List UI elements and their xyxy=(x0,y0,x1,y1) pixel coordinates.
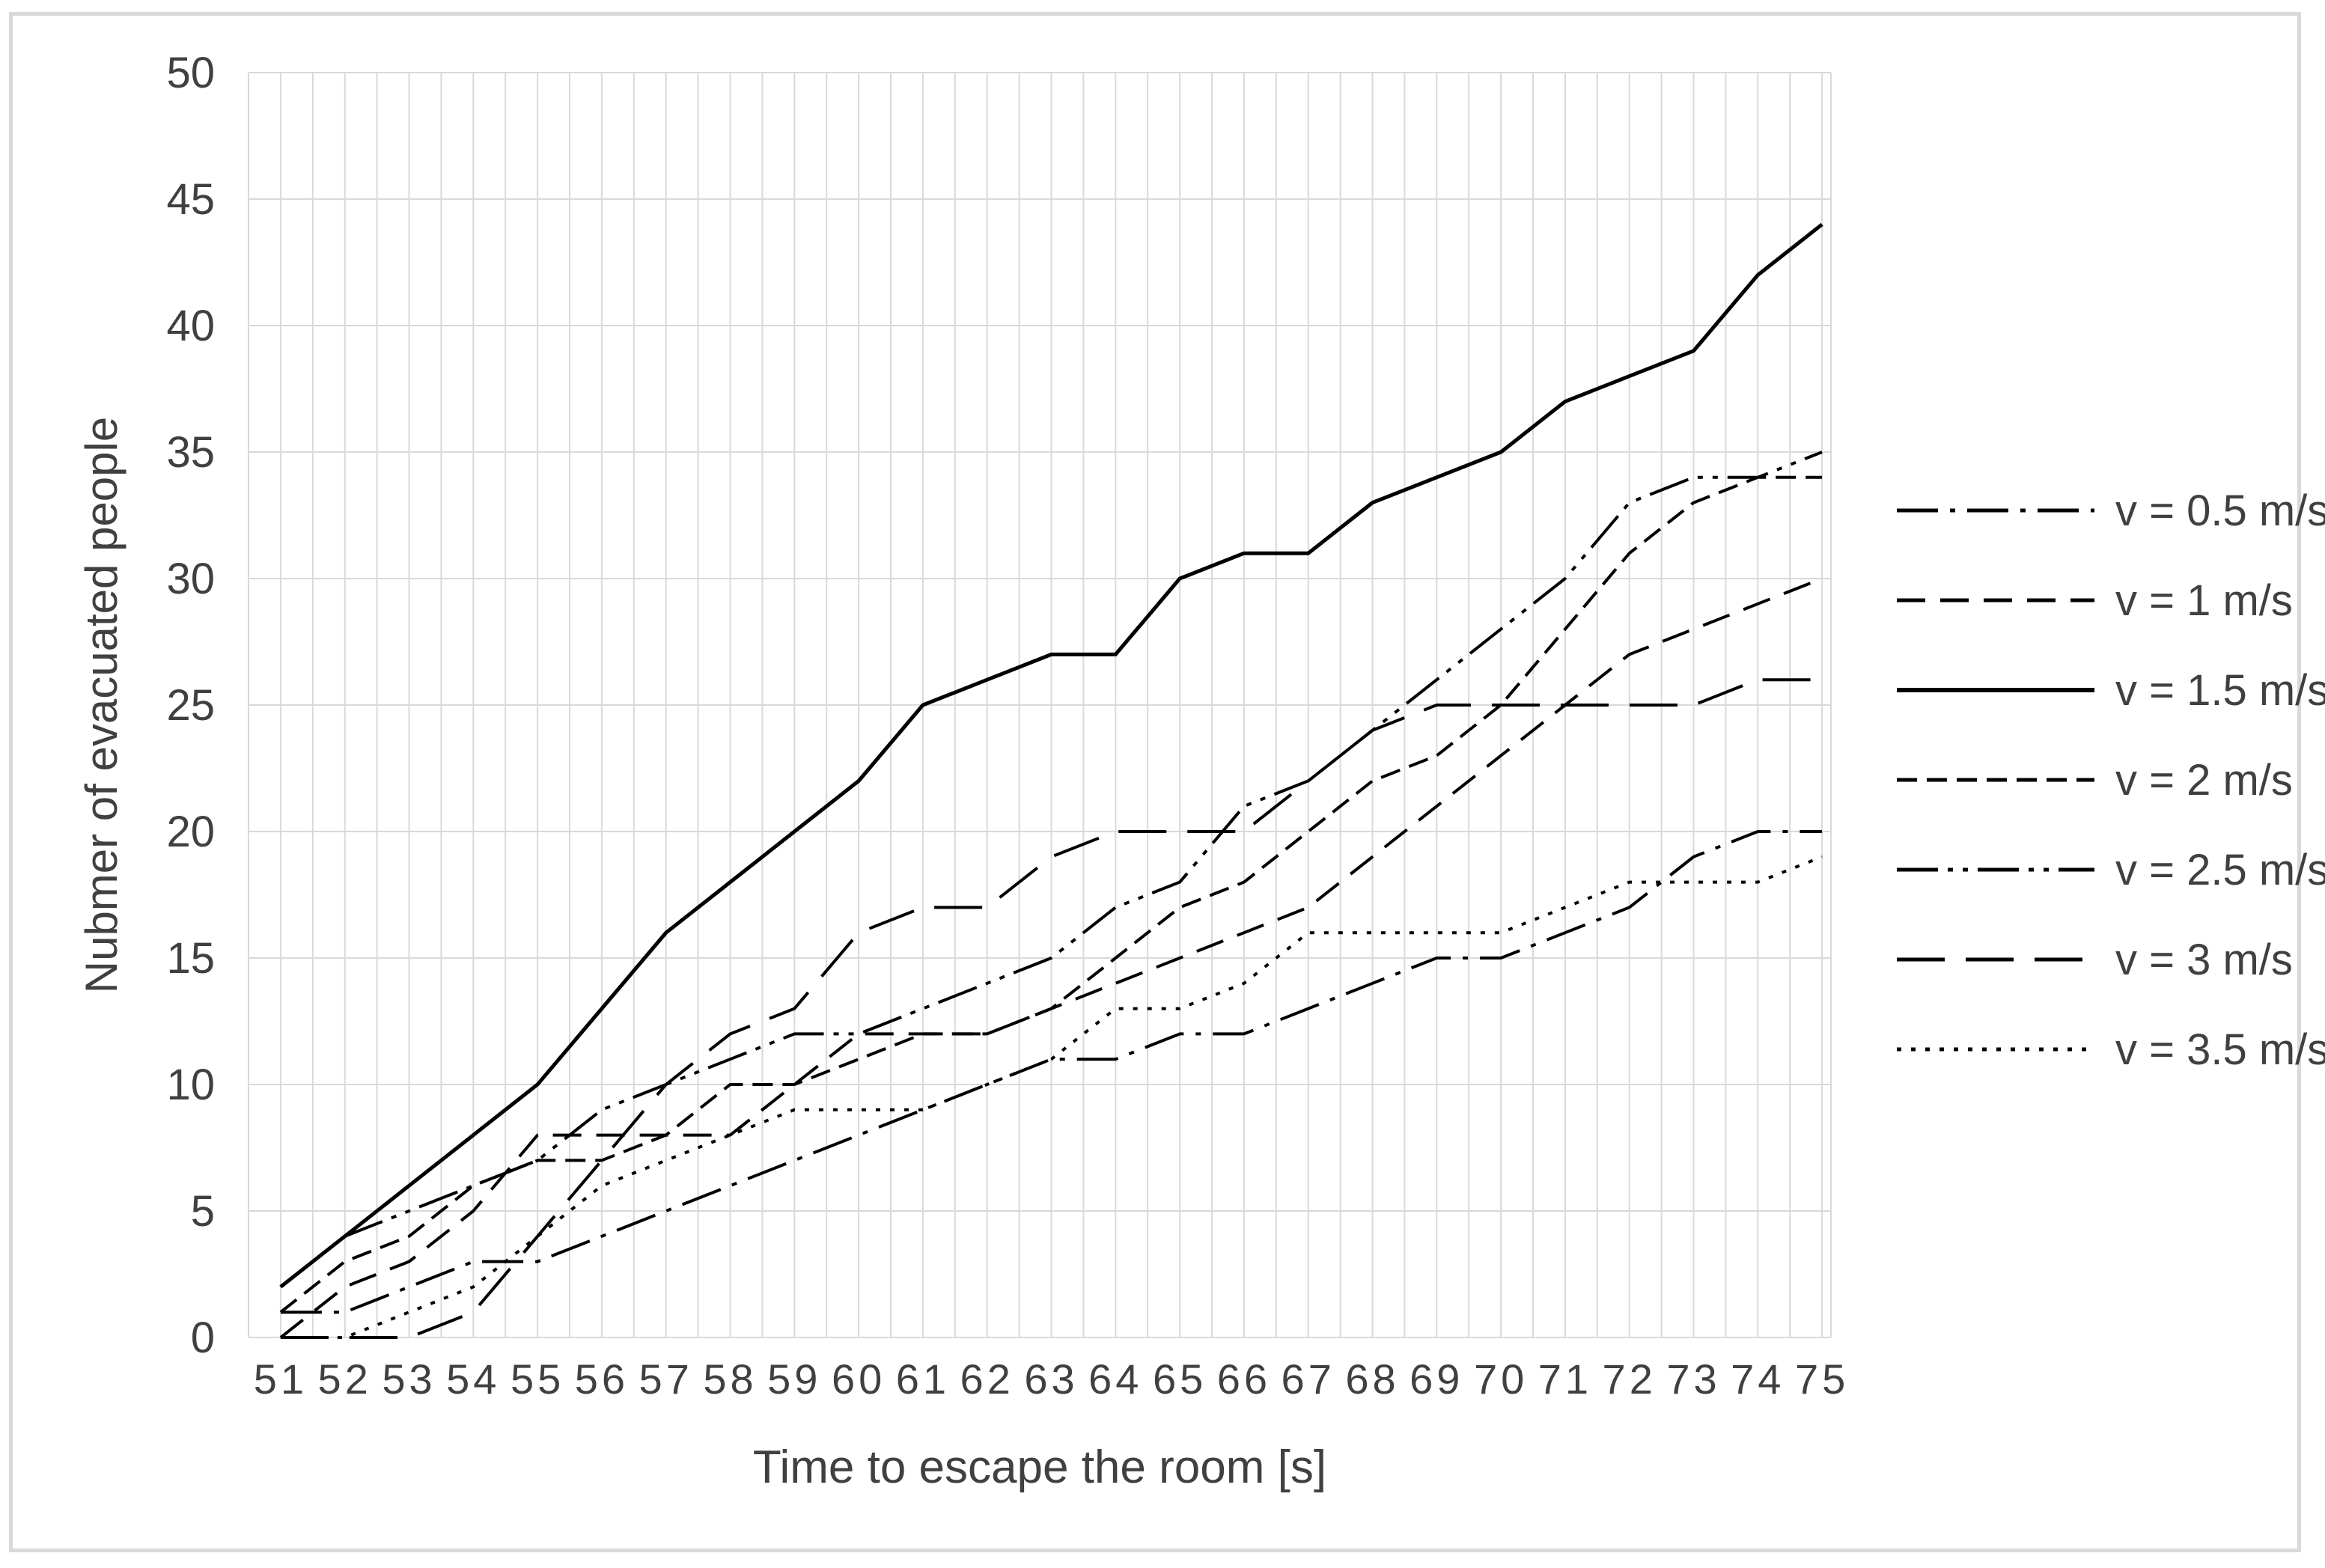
x-tick-label: 54 xyxy=(446,1355,500,1403)
y-tick-label: 0 xyxy=(191,1314,215,1362)
legend-entry: v = 3 m/s xyxy=(1895,915,2315,1004)
x-tick-label: 51 xyxy=(254,1355,308,1403)
y-tick-label: 10 xyxy=(166,1061,215,1109)
legend-entry: v = 0.5 m/s xyxy=(1895,466,2325,555)
x-axis-title: Time to escape the room [s] xyxy=(752,1442,1327,1493)
legend-swatch-solid xyxy=(1897,688,2094,692)
legend-swatch-dense-dash xyxy=(1897,778,2094,782)
y-tick-label: 45 xyxy=(166,175,215,224)
x-tick-label: 61 xyxy=(896,1355,950,1403)
y-tick-label: 40 xyxy=(166,302,215,350)
x-tick-label: 73 xyxy=(1666,1355,1720,1403)
x-tick-label: 63 xyxy=(1024,1355,1078,1403)
series-line-7 xyxy=(280,855,1823,1339)
y-tick-label: 50 xyxy=(166,49,215,97)
x-tick-label: 66 xyxy=(1217,1355,1271,1403)
y-tick-label: 25 xyxy=(166,681,215,730)
legend-swatch-dotted xyxy=(1897,1047,2094,1052)
x-tick-label: 68 xyxy=(1345,1355,1399,1403)
x-tick-label: 60 xyxy=(832,1355,886,1403)
x-tick-label: 58 xyxy=(703,1355,757,1403)
x-tick-label: 69 xyxy=(1410,1355,1463,1403)
x-tick-label: 55 xyxy=(511,1355,564,1403)
x-tick-label: 62 xyxy=(960,1355,1014,1403)
x-tick-label: 65 xyxy=(1153,1355,1207,1403)
x-tick-label: 72 xyxy=(1603,1355,1657,1403)
series-line-3 xyxy=(279,222,1823,1289)
legend: v = 0.5 m/s v = 1 m/s v = 1.5 m/s v = 2 m/s… xyxy=(1895,466,2325,1094)
x-tick-label: 56 xyxy=(575,1355,629,1403)
series-line-4 xyxy=(279,475,1823,1314)
x-tick-label: 53 xyxy=(382,1355,436,1403)
y-tick-label: 30 xyxy=(166,555,215,603)
x-tick-label: 64 xyxy=(1088,1355,1142,1403)
x-tick-label: 57 xyxy=(639,1355,693,1403)
series-line-6 xyxy=(280,678,1823,1339)
x-tick-labels: 51 52 53 54 55 56 57 58 59 60 61 62 63 64 65 66 67 68 69 70… xyxy=(254,1355,1849,1403)
legend-entry: v = 2.5 m/s xyxy=(1895,825,2325,915)
legend-entry: v = 1 m/s xyxy=(1895,555,2315,645)
series-line-5 xyxy=(279,451,1823,1288)
y-tick-label: 20 xyxy=(166,808,215,856)
legend-swatch-dash-dot-dot xyxy=(1897,867,2094,872)
legend-label: v = 2 m/s xyxy=(2115,755,2293,805)
x-tick-label: 59 xyxy=(767,1355,821,1403)
chart-frame xyxy=(9,12,2301,1552)
legend-entry: v = 2 m/s xyxy=(1895,735,2315,825)
legend-swatch-dashed xyxy=(1897,598,2094,603)
legend-swatch-dash-dot xyxy=(1897,508,2094,513)
series-line-1 xyxy=(280,830,1823,1314)
legend-entry: v = 3.5 m/s xyxy=(1895,1004,2325,1094)
x-tick-label: 75 xyxy=(1795,1355,1849,1403)
x-tick-label: 71 xyxy=(1538,1355,1592,1403)
y-axis-title-text: Nubmer of evacuated people xyxy=(76,416,127,994)
x-tick-label: 74 xyxy=(1731,1355,1785,1403)
legend-label: v = 1 m/s xyxy=(2115,576,2293,625)
y-tick-label: 35 xyxy=(166,428,215,477)
legend-swatch-long-dash xyxy=(1897,957,2094,962)
legend-label: v = 2.5 m/s xyxy=(2115,845,2325,894)
x-tick-label: 70 xyxy=(1474,1355,1528,1403)
y-tick-label: 15 xyxy=(166,934,215,983)
y-tick-label: 5 xyxy=(191,1187,215,1236)
x-tick-label: 67 xyxy=(1282,1355,1335,1403)
x-tick-label: 52 xyxy=(318,1355,372,1403)
legend-label: v = 3.5 m/s xyxy=(2115,1025,2325,1074)
legend-label: v = 0.5 m/s xyxy=(2115,486,2325,535)
legend-label: v = 3 m/s xyxy=(2115,935,2293,984)
legend-entry: v = 1.5 m/s xyxy=(1895,645,2325,735)
legend-label: v = 1.5 m/s xyxy=(2115,665,2325,715)
y-gridlines: 0 5 10 15 20 25 30 35 40 45 50 xyxy=(166,49,1831,1362)
